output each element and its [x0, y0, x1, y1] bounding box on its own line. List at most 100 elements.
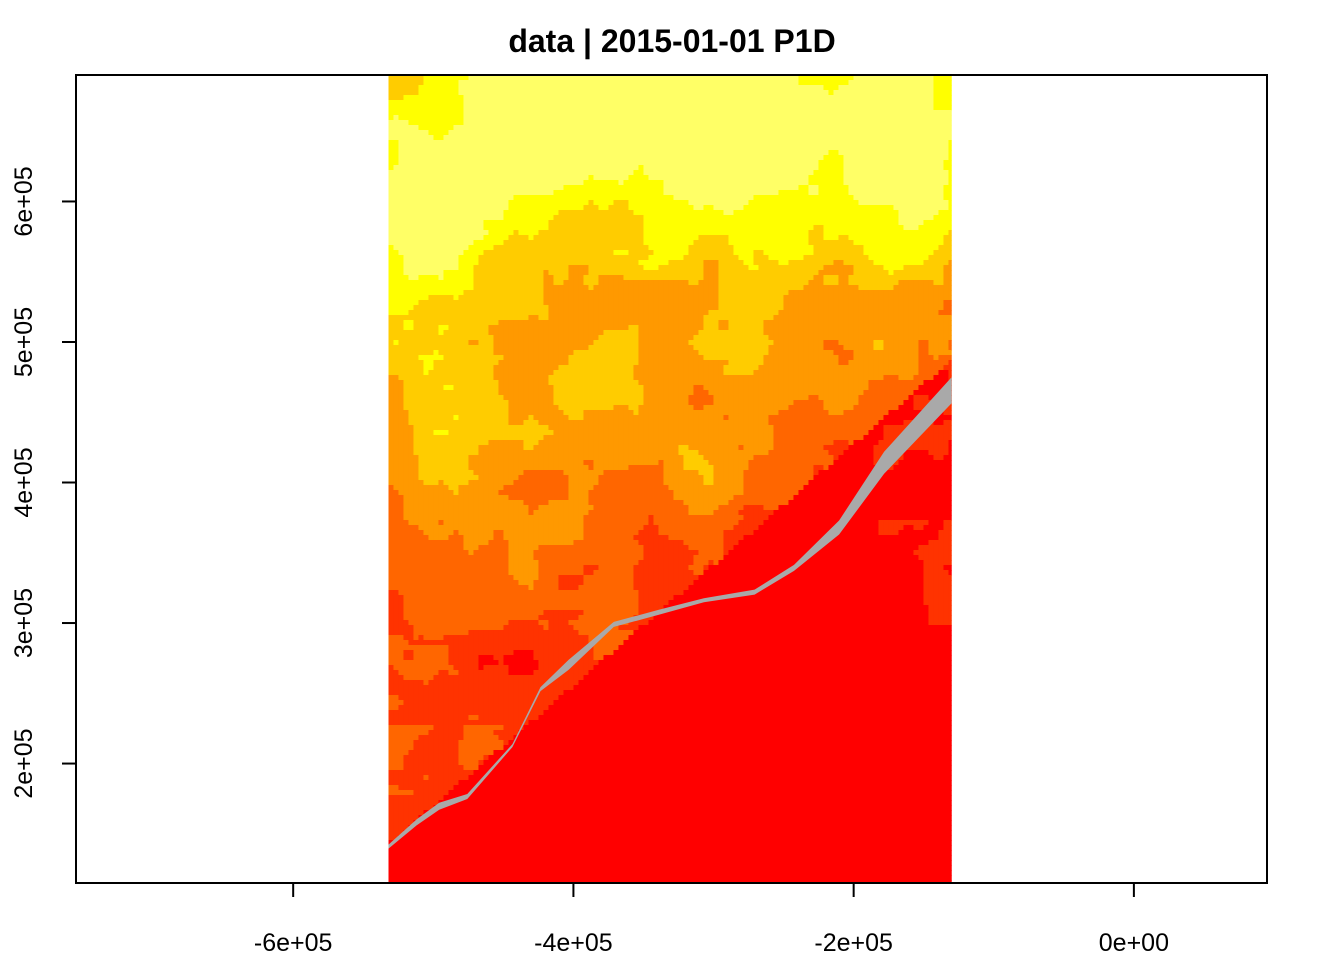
- raster-cell: [913, 200, 920, 206]
- raster-cell: [808, 85, 815, 91]
- raster-cell: [878, 275, 885, 281]
- raster-cell: [868, 220, 875, 226]
- raster-cell: [938, 275, 945, 281]
- raster-cell: [788, 80, 795, 86]
- raster-cell: [608, 205, 615, 211]
- raster-cell: [773, 255, 780, 261]
- raster-cell: [518, 175, 525, 181]
- raster-cell: [463, 295, 470, 301]
- raster-cell: [538, 265, 545, 271]
- raster-cell: [473, 285, 480, 291]
- raster-cell: [808, 105, 815, 111]
- raster-cell: [833, 215, 840, 221]
- raster-cell: [618, 135, 625, 141]
- raster-cell: [388, 140, 395, 146]
- raster-cell: [618, 265, 625, 271]
- raster-cell: [793, 165, 800, 171]
- raster-cell: [538, 210, 545, 216]
- raster-cell: [823, 220, 830, 226]
- raster-cell: [423, 105, 430, 111]
- raster-cell: [448, 75, 455, 81]
- raster-cell: [703, 195, 710, 201]
- raster-cell: [678, 285, 685, 291]
- raster-cell: [573, 135, 580, 141]
- raster-cell: [623, 160, 630, 166]
- raster-cell: [928, 255, 935, 261]
- raster-cell: [548, 85, 555, 91]
- raster-cell: [893, 75, 900, 81]
- raster-cell: [513, 210, 520, 216]
- raster-cell: [733, 185, 740, 191]
- raster-cell: [898, 185, 905, 191]
- raster-cell: [718, 230, 725, 236]
- raster-cell: [403, 280, 410, 286]
- raster-cell: [713, 200, 720, 206]
- raster-cell: [838, 180, 845, 186]
- raster-cell: [868, 130, 875, 136]
- raster-cell: [888, 170, 895, 176]
- raster-cell: [918, 145, 925, 151]
- raster-cell: [858, 210, 865, 216]
- raster-cell: [883, 280, 890, 286]
- raster-cell: [943, 215, 950, 221]
- raster-cell: [388, 255, 395, 261]
- raster-cell: [418, 170, 425, 176]
- raster-cell: [568, 105, 575, 111]
- raster-cell: [448, 200, 455, 206]
- raster-cell: [608, 240, 615, 246]
- raster-cell: [678, 220, 685, 226]
- raster-cell: [678, 200, 685, 206]
- raster-cell: [633, 230, 640, 236]
- raster-cell: [873, 110, 880, 116]
- raster-cell: [908, 125, 915, 131]
- raster-cell: [688, 240, 695, 246]
- raster-cell: [813, 120, 820, 126]
- raster-cell: [443, 295, 450, 301]
- raster-cell: [653, 125, 660, 131]
- raster-cell: [758, 290, 765, 296]
- raster-cell: [708, 220, 715, 226]
- raster-cell: [783, 165, 790, 171]
- raster-cell: [553, 285, 560, 291]
- raster-cell: [398, 230, 405, 236]
- raster-cell: [538, 130, 545, 136]
- raster-cell: [808, 120, 815, 126]
- raster-cell: [468, 270, 475, 276]
- raster-cell: [768, 205, 775, 211]
- raster-cell: [483, 95, 490, 101]
- raster-cell: [598, 125, 605, 131]
- raster-cell: [858, 230, 865, 236]
- raster-cell: [843, 270, 850, 276]
- raster-cell: [793, 145, 800, 151]
- raster-cell: [868, 190, 875, 196]
- raster-cell: [743, 120, 750, 126]
- raster-cell: [433, 230, 440, 236]
- raster-cell: [863, 200, 870, 206]
- raster-cell: [508, 295, 515, 301]
- raster-cell: [718, 175, 725, 181]
- raster-cell: [678, 180, 685, 186]
- raster-cell: [773, 195, 780, 201]
- raster-cell: [923, 240, 930, 246]
- raster-cell: [448, 130, 455, 136]
- raster-cell: [653, 165, 660, 171]
- raster-cell: [773, 120, 780, 126]
- raster-cell: [428, 125, 435, 131]
- raster-cell: [668, 225, 675, 231]
- raster-cell: [858, 120, 865, 126]
- raster-cell: [528, 105, 535, 111]
- raster-cell: [498, 85, 505, 91]
- raster-cell: [558, 135, 565, 141]
- raster-cell: [508, 170, 515, 176]
- raster-cell: [563, 145, 570, 151]
- raster-cell: [483, 165, 490, 171]
- raster-cell: [858, 200, 865, 206]
- raster-cell: [888, 175, 895, 181]
- raster-cell: [878, 285, 885, 291]
- raster-cell: [948, 195, 952, 201]
- raster-cell: [688, 180, 695, 186]
- raster-cell: [918, 150, 925, 156]
- raster-cell: [788, 210, 795, 216]
- raster-cell: [908, 130, 915, 136]
- raster-cell: [628, 95, 635, 101]
